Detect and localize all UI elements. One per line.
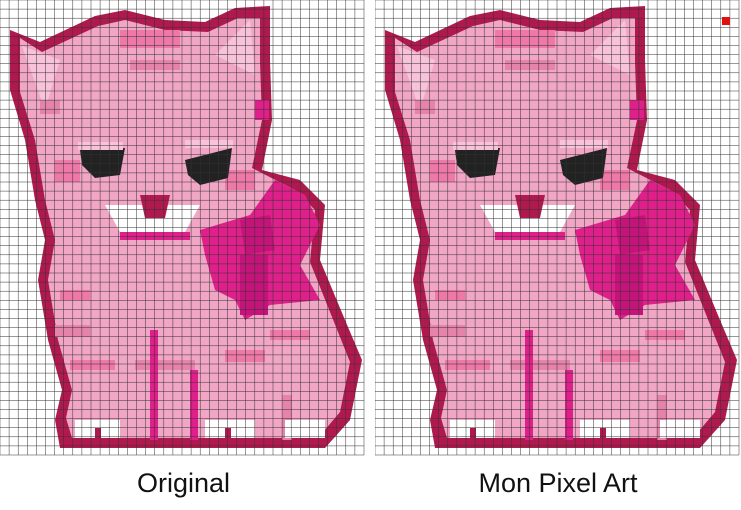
left-ear-inner [397,46,435,110]
pixel-grid-lines [0,0,365,456]
original-caption: Original [136,468,231,498]
stripe-4 [510,360,570,370]
side-mark [255,100,269,120]
original-kitten-artwork [0,0,365,456]
stripe-5 [600,350,640,362]
my-kitten-artwork [375,0,740,456]
bow-ribbon [240,255,268,315]
pixel-grid-lines [375,0,740,456]
kitten-figure [10,6,362,448]
cheek-mark-left [40,100,60,114]
leg-line-left [525,330,533,440]
paw-toe-1 [470,428,476,438]
cheek-left [430,160,455,182]
right-ear-inner [215,20,255,75]
leg-line-right [565,370,573,440]
stripe-1 [60,290,90,300]
stripe-2 [55,325,90,337]
paw-back [285,420,325,438]
stripe-3 [70,360,115,370]
leg-line-left [150,330,158,440]
my-pixel-art-caption: Mon Pixel Art [478,468,638,498]
original-pixel-grid [0,0,367,460]
right-ear-inner [590,20,630,75]
right-eye-lid [560,140,608,148]
right-eye [560,148,607,185]
stripe-4 [135,360,195,370]
left-eye-lid [453,142,498,150]
my-pixel-art-grid [375,0,741,460]
mouth-line [120,232,190,240]
kitten-figure [385,6,737,448]
marker-pixel [722,17,730,25]
left-ear-inner [22,46,60,110]
stripe-3 [445,360,490,370]
left-eye-lid [78,142,123,150]
nose-mouth [515,195,545,218]
bow-knot [240,215,275,255]
side-mark [630,100,644,120]
stripe-6 [270,330,310,340]
right-eye-lid [185,140,233,148]
forehead-stripe-lower [505,60,555,70]
stripe-2 [430,325,465,337]
mouth-line [495,232,565,240]
paw-back [660,420,700,438]
right-eye [185,148,232,185]
cheek-right [600,170,630,190]
forehead-stripe [120,30,180,48]
paw-toe-2 [600,428,606,438]
paw-toe-1 [95,428,101,438]
bow-knot [615,215,650,255]
paw-toe-2 [225,428,231,438]
forehead-stripe [495,30,555,48]
cheek-mark-left [415,100,435,114]
haunch-line [657,395,667,440]
stripe-1 [435,290,465,300]
forehead-stripe-lower [130,60,180,70]
bow-ribbon [615,255,643,315]
leg-line-right [190,370,198,440]
haunch-line [282,395,292,440]
nose-mouth [140,195,170,218]
stripe-5 [225,350,265,362]
stripe-6 [645,330,685,340]
cheek-right [225,170,255,190]
cheek-left [55,160,80,182]
